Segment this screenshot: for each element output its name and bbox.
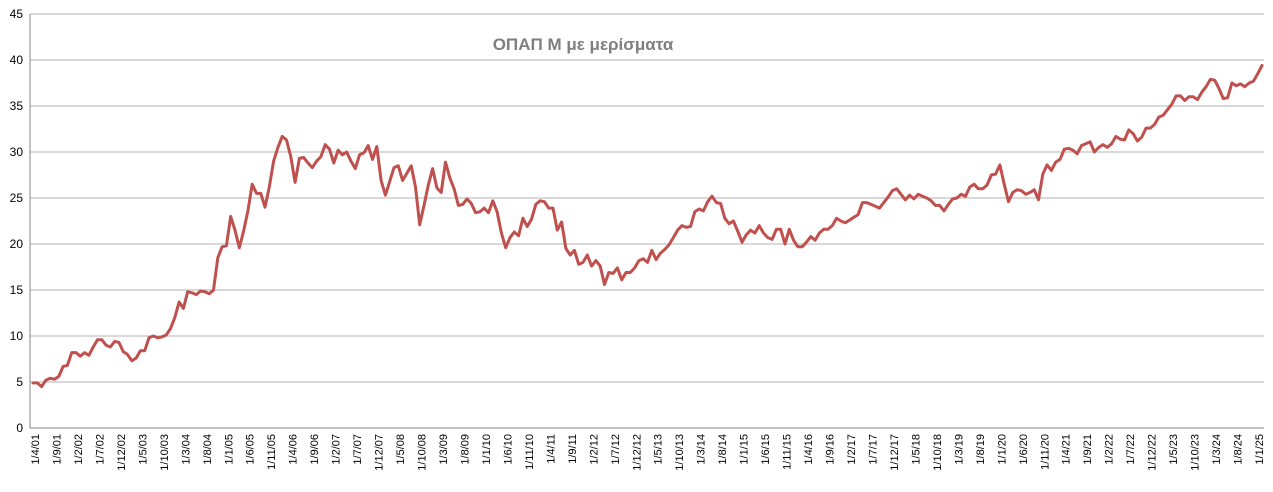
y-tick-label: 15 [10, 283, 24, 297]
x-tick-label: 1/12/17 [889, 434, 901, 471]
y-tick-label: 5 [16, 375, 23, 389]
x-axis-tick-labels: 1/4/01 1/9/01 1/2/02 1/7/02 1/12/02 1/5/03 1/1… [30, 434, 1266, 471]
x-tick-label: 1/10/18 [932, 434, 944, 471]
x-tick-label: 1/9/11 [567, 434, 579, 464]
x-tick-label: 1/9/06 [309, 434, 321, 465]
x-tick-label: 1/2/02 [73, 434, 85, 465]
x-tick-label: 1/7/12 [610, 434, 622, 465]
x-tick-label: 1/3/19 [953, 434, 965, 465]
x-tick-label: 1/1/25 [1254, 434, 1266, 465]
x-tick-label: 1/12/07 [374, 434, 386, 471]
x-tick-label: 1/2/07 [331, 434, 343, 465]
x-tick-label: 1/10/03 [159, 434, 171, 471]
x-tick-label: 1/1/20 [996, 434, 1008, 465]
x-tick-label: 1/6/20 [1018, 434, 1030, 465]
x-tick-label: 1/2/12 [588, 434, 600, 465]
x-tick-label: 1/4/16 [803, 434, 815, 465]
x-tick-label: 1/8/04 [202, 434, 214, 465]
x-tick-label: 1/4/21 [1061, 434, 1073, 465]
x-tick-label: 1/9/21 [1082, 434, 1094, 465]
y-tick-label: 40 [10, 53, 24, 67]
series-line [31, 64, 1264, 389]
x-tick-label: 1/6/15 [760, 434, 772, 465]
x-tick-label: 1/8/09 [459, 434, 471, 465]
y-tick-label: 20 [10, 237, 24, 251]
x-tick-label: 1/11/10 [524, 434, 536, 470]
x-tick-label: 1/7/02 [94, 434, 106, 465]
x-tick-label: 1/4/11 [545, 434, 557, 464]
y-tick-label: 45 [10, 7, 24, 21]
x-tick-label: 1/6/10 [502, 434, 514, 465]
y-tick-label: 30 [10, 145, 24, 159]
x-tick-label: 1/10/08 [417, 434, 429, 471]
x-tick-label: 1/12/22 [1147, 434, 1159, 471]
x-tick-label: 1/8/24 [1233, 434, 1245, 465]
y-tick-label: 10 [10, 329, 24, 343]
x-tick-label: 1/5/03 [137, 434, 149, 465]
x-tick-label: 1/1/15 [739, 434, 751, 465]
chart-title: ΟΠΑΠ Μ με μερίσματα [493, 35, 674, 54]
x-tick-label: 1/3/14 [696, 434, 708, 465]
x-tick-label: 1/5/13 [653, 434, 665, 465]
y-tick-label: 35 [10, 99, 24, 113]
x-tick-label: 1/1/05 [223, 434, 235, 465]
x-tick-label: 1/9/01 [51, 434, 63, 465]
x-tick-label: 1/5/18 [910, 434, 922, 465]
x-tick-label: 1/2/17 [846, 434, 858, 465]
x-tick-label: 1/2/22 [1104, 434, 1116, 465]
x-tick-label: 1/12/02 [116, 434, 128, 471]
x-tick-label: 1/10/23 [1190, 434, 1202, 471]
y-axis-tick-labels: 0 5 10 15 20 25 30 35 40 45 [10, 7, 24, 435]
x-tick-label: 1/4/06 [288, 434, 300, 465]
x-tick-label: 1/8/19 [975, 434, 987, 465]
x-tick-label: 1/11/15 [782, 434, 794, 470]
x-tick-label: 1/12/12 [631, 434, 643, 471]
x-tick-label: 1/8/14 [717, 434, 729, 465]
gridlines [30, 13, 1264, 383]
x-tick-label: 1/7/07 [352, 434, 364, 465]
x-tick-label: 1/6/05 [245, 434, 257, 465]
x-tick-label: 1/9/16 [825, 434, 837, 465]
x-tick-label: 1/3/09 [438, 434, 450, 465]
x-tick-label: 1/11/20 [1039, 434, 1051, 470]
x-tick-label: 1/10/13 [674, 434, 686, 471]
x-tick-label: 1/1/10 [481, 434, 493, 465]
x-tick-label: 1/4/01 [30, 434, 42, 465]
x-tick-label: 1/3/24 [1211, 434, 1223, 465]
x-tick-label: 1/3/04 [180, 434, 192, 465]
y-tick-label: 0 [16, 421, 23, 435]
y-tick-label: 25 [10, 191, 24, 205]
x-tick-label: 1/7/22 [1125, 434, 1137, 465]
x-tick-label: 1/5/08 [395, 434, 407, 465]
x-tick-label: 1/7/17 [867, 434, 879, 465]
x-tick-label: 1/11/05 [266, 434, 278, 470]
x-tick-label: 1/5/23 [1168, 434, 1180, 465]
